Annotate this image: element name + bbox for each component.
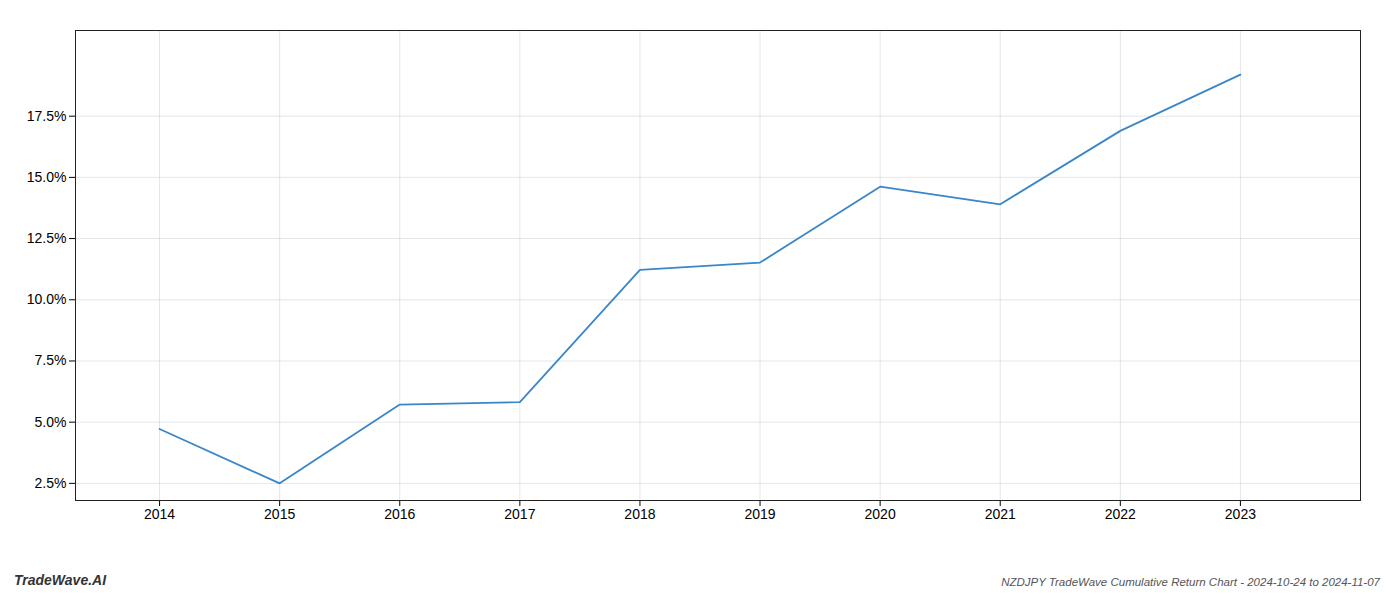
svg-text:2017: 2017 [504, 506, 535, 522]
svg-text:2014: 2014 [144, 506, 175, 522]
svg-text:2018: 2018 [624, 506, 655, 522]
svg-text:2016: 2016 [384, 506, 415, 522]
svg-text:5.0%: 5.0% [35, 414, 67, 430]
svg-text:2022: 2022 [1105, 506, 1136, 522]
html-text:TradeWave.AI: TradeWave.AI [14, 572, 107, 588]
svg-text:15.0%: 15.0% [27, 169, 67, 185]
svg-text:2.5%: 2.5% [35, 475, 67, 491]
svg-text:17.5%: 17.5% [27, 108, 67, 124]
svg-text:7.5%: 7.5% [35, 352, 67, 368]
svg-text:2021: 2021 [985, 506, 1016, 522]
svg-text:2019: 2019 [744, 506, 775, 522]
svg-text:2023: 2023 [1225, 506, 1256, 522]
svg-text:12.5%: 12.5% [27, 230, 67, 246]
html-text:NZDJPY TradeWave Cumulative Re: NZDJPY TradeWave Cumulative Return Chart… [1001, 576, 1380, 588]
svg-text:2015: 2015 [264, 506, 295, 522]
svg-text:2020: 2020 [865, 506, 896, 522]
svg-text:10.0%: 10.0% [27, 291, 67, 307]
